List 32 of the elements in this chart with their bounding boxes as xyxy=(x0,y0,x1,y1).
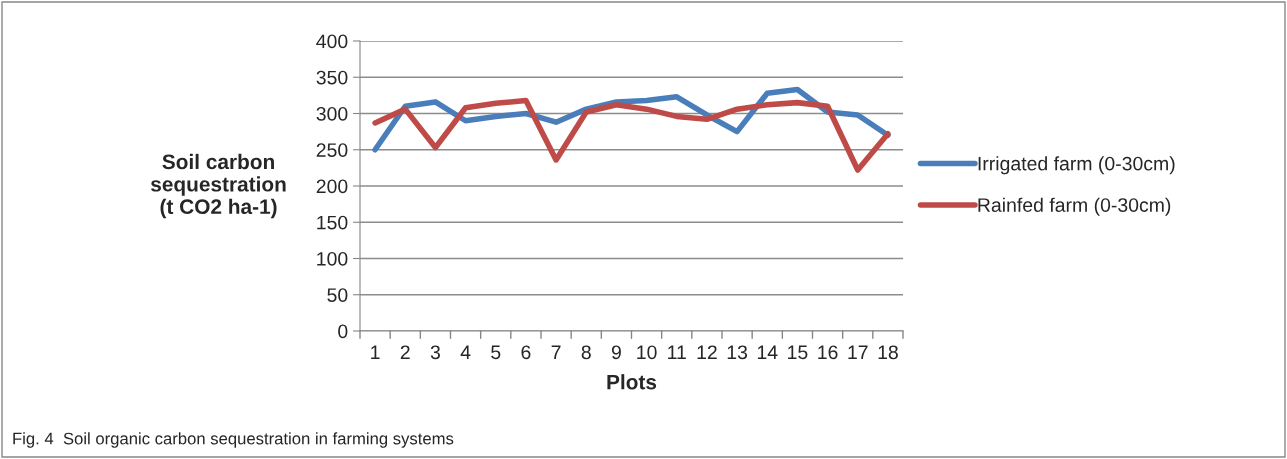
x-tick-label: 8 xyxy=(581,345,591,360)
x-tick-label: 3 xyxy=(430,345,440,360)
x-axis-title: Plots xyxy=(607,374,657,390)
legend-label: Irrigated farm (0-30cm) xyxy=(978,156,1175,175)
x-tick-label: 1 xyxy=(371,345,380,359)
y-tick-label: 350 xyxy=(316,70,348,85)
x-tick-label: 13 xyxy=(727,345,748,360)
y-tick-label: 0 xyxy=(338,324,348,339)
y-tick-label: 300 xyxy=(316,106,348,121)
x-tick-label: 2 xyxy=(400,345,410,359)
x-tick-label: 10 xyxy=(637,345,657,360)
y-tick-label: 200 xyxy=(316,179,348,194)
y-tick-label: 50 xyxy=(327,288,348,302)
x-tick-label: 4 xyxy=(460,345,471,359)
x-tick-label: 9 xyxy=(611,345,621,360)
y-axis-title: Soil carbon sequestration (t CO2 ha-1) xyxy=(150,153,286,219)
y-tick-label: 400 xyxy=(316,34,348,49)
x-tick-label: 16 xyxy=(818,345,838,360)
y-tick-label: 100 xyxy=(317,251,348,266)
x-tick-label: 12 xyxy=(697,345,717,359)
x-tick-label: 17 xyxy=(848,345,868,359)
y-tick-label: 150 xyxy=(317,215,348,230)
y-tick-label: 250 xyxy=(316,143,348,157)
legend-label: Rainfed farm (0-30cm) xyxy=(978,197,1171,216)
x-tick-label: 5 xyxy=(491,345,501,360)
x-tick-label: 11 xyxy=(668,345,686,359)
x-tick-label: 18 xyxy=(878,345,898,360)
x-tick-label: 6 xyxy=(521,345,531,360)
caption: Fig. 4 Soil organic carbon sequestration in farming systems xyxy=(13,432,454,448)
x-tick-label: 15 xyxy=(788,345,808,360)
x-tick-label: 7 xyxy=(551,345,561,359)
x-tick-label: 14 xyxy=(757,345,778,359)
